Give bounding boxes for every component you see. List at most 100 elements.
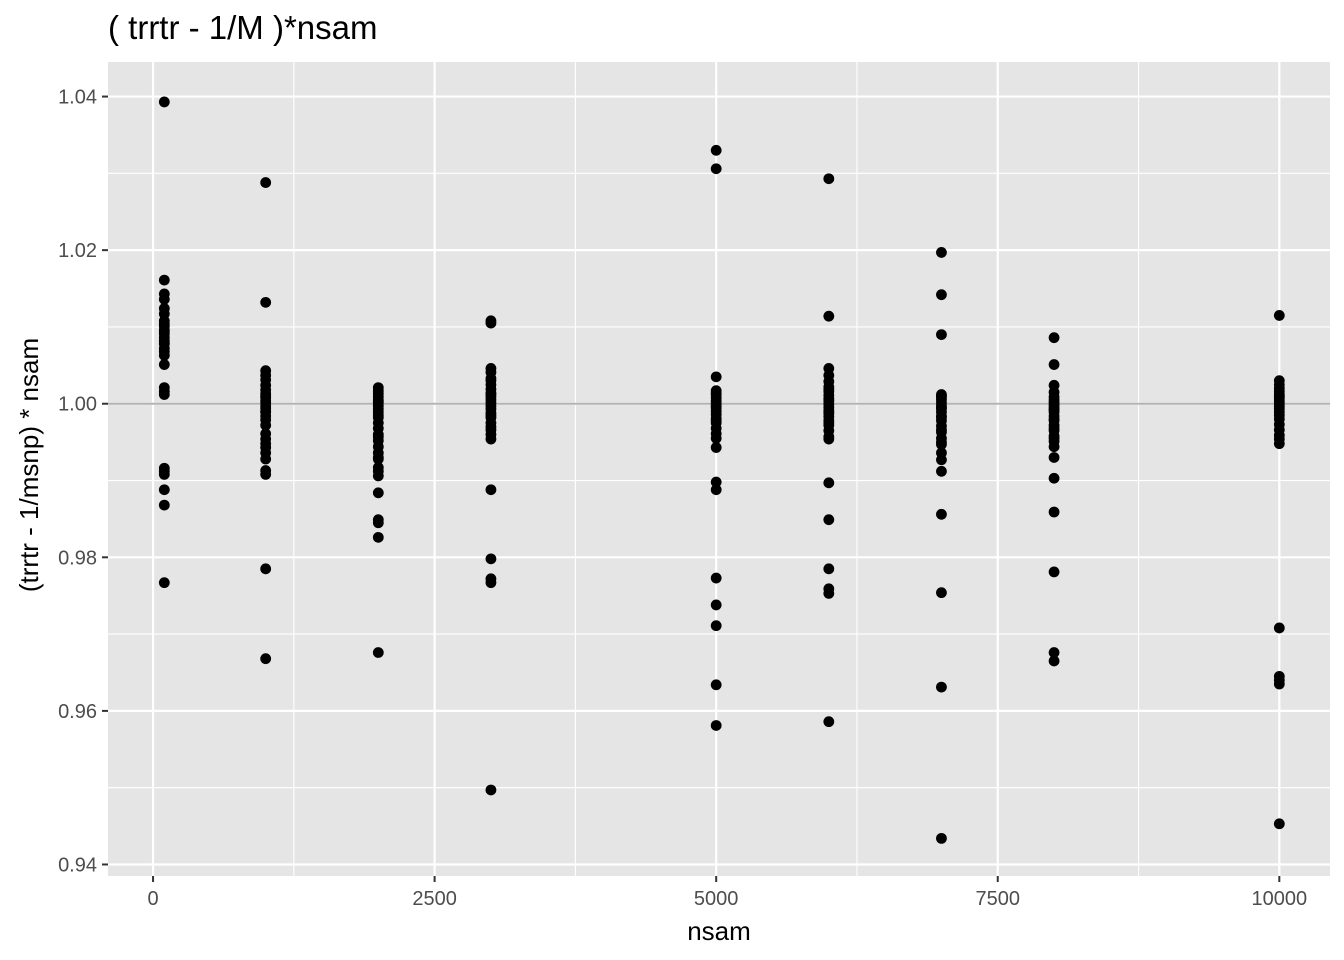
data-point (158, 577, 170, 589)
data-point (485, 375, 497, 387)
data-point (372, 647, 384, 658)
data-point (1273, 390, 1285, 402)
data-point (1273, 678, 1285, 690)
data-point (823, 477, 835, 489)
data-point (936, 424, 947, 436)
x-tick-label: 10000 (1252, 888, 1308, 910)
data-point (823, 383, 835, 395)
data-point (372, 409, 384, 421)
chart-title: ( trrtr - 1/M )*nsam (108, 9, 378, 46)
data-point (710, 415, 722, 427)
data-point (1048, 332, 1060, 344)
data-point (1048, 413, 1060, 425)
y-tick-label: 1.00 (58, 394, 97, 416)
data-point (485, 389, 497, 400)
data-point (485, 784, 497, 796)
data-point (710, 599, 722, 611)
data-point (485, 409, 497, 421)
data-point (158, 359, 170, 370)
data-point (710, 371, 722, 383)
data-point (1273, 438, 1285, 450)
data-point (710, 432, 722, 444)
data-point (1273, 818, 1285, 830)
y-tick-label: 1.04 (58, 87, 97, 109)
data-point (710, 572, 722, 584)
y-tick-label: 1.02 (58, 240, 97, 262)
data-point (936, 508, 947, 520)
data-point (158, 318, 170, 330)
data-point (710, 720, 722, 731)
data-point (372, 429, 384, 440)
data-point (158, 274, 170, 286)
data-point (1048, 655, 1060, 667)
data-point (372, 470, 384, 482)
data-point (823, 394, 835, 406)
data-point (158, 96, 170, 108)
data-point (1048, 432, 1060, 444)
data-point (158, 389, 170, 400)
data-point (710, 163, 722, 175)
data-point (1048, 404, 1060, 416)
data-point (260, 419, 272, 431)
data-point (158, 293, 170, 305)
data-point (485, 433, 497, 445)
data-point (1048, 472, 1060, 484)
data-point (823, 433, 835, 445)
data-point (260, 563, 272, 575)
data-point (936, 587, 947, 599)
data-point (823, 588, 835, 599)
x-tick-label: 0 (147, 888, 158, 910)
data-point (936, 329, 947, 341)
data-point (1048, 647, 1060, 658)
data-point (260, 296, 272, 308)
data-point (823, 310, 835, 322)
data-point (372, 396, 384, 407)
x-tick-label: 5000 (694, 888, 739, 910)
data-point (158, 337, 170, 349)
data-point (485, 484, 497, 496)
data-point (158, 484, 170, 496)
data-point (260, 653, 272, 665)
y-tick-label: 0.98 (58, 547, 97, 569)
data-point (1048, 441, 1060, 453)
data-point (260, 406, 272, 417)
data-point (936, 454, 947, 466)
data-point (936, 436, 947, 448)
y-tick-label: 0.96 (58, 701, 97, 723)
data-point (485, 577, 497, 589)
data-point (823, 514, 835, 526)
data-point (823, 563, 835, 575)
data-point (936, 465, 947, 477)
data-point (158, 468, 170, 480)
data-point (710, 144, 722, 156)
data-point (1048, 452, 1060, 463)
data-point (936, 832, 947, 844)
data-point (823, 173, 835, 185)
data-point (1048, 359, 1060, 370)
data-point (1048, 566, 1060, 578)
x-tick-label: 7500 (976, 888, 1021, 910)
y-axis-title: (trrtr - 1/msnp) * nsam (14, 338, 44, 592)
data-point (372, 487, 384, 499)
data-point (823, 716, 835, 728)
data-point (485, 553, 497, 565)
data-point (260, 468, 272, 480)
plot-panel (108, 62, 1330, 876)
data-point (158, 346, 170, 357)
data-point (823, 417, 835, 429)
data-point (372, 531, 384, 543)
data-point (936, 289, 947, 301)
data-point (1048, 506, 1060, 518)
data-point (372, 452, 384, 463)
data-point (936, 390, 947, 402)
data-point (936, 412, 947, 423)
data-point (710, 476, 722, 488)
data-point (1048, 386, 1060, 398)
data-point (1273, 622, 1285, 634)
data-point (823, 406, 835, 418)
data-point (158, 326, 170, 337)
data-point (710, 679, 722, 691)
data-point (936, 402, 947, 413)
data-point (260, 453, 272, 465)
y-tick-label: 0.94 (58, 854, 97, 876)
